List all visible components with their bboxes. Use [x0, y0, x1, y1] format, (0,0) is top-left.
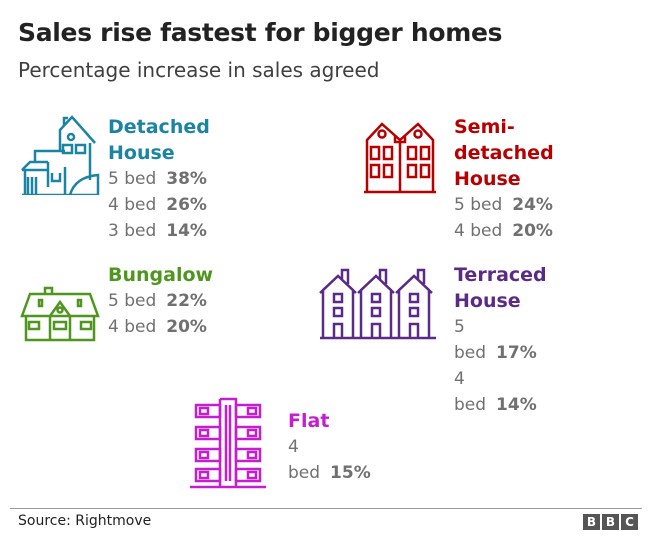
group-name: Flat	[288, 410, 330, 432]
data-row: 4 bed 14%	[454, 369, 537, 415]
data-row: 5 bed 17%	[454, 317, 537, 363]
data-row: 5 bed 22%	[108, 291, 207, 311]
value: 38%	[166, 169, 207, 189]
terraced-house-icon	[319, 268, 436, 340]
data-row: 5 bed 38%	[108, 169, 207, 189]
value: 22%	[166, 291, 207, 311]
bungalow-icon	[20, 286, 100, 342]
value: 24%	[512, 195, 553, 215]
value: 14%	[166, 221, 207, 241]
value: 15%	[330, 463, 371, 483]
data-row: 4 bed 15%	[288, 437, 371, 483]
value: 20%	[166, 317, 207, 337]
detached-house-icon	[21, 115, 100, 195]
page-subtitle: Percentage increase in sales agreed	[18, 58, 380, 82]
value: 14%	[496, 395, 537, 415]
group-name: Bungalow	[108, 264, 214, 286]
data-row: 5 bed 24%	[454, 195, 553, 215]
group-name: Detached House	[108, 116, 210, 164]
page-title: Sales rise fastest for bigger homes	[18, 18, 503, 47]
semi-detached-house-icon	[364, 122, 436, 194]
value: 17%	[496, 343, 537, 363]
group-name-line2: House	[454, 168, 521, 190]
source-note: Source: Rightmove	[18, 513, 152, 529]
value: 20%	[512, 221, 553, 241]
value: 26%	[166, 195, 207, 215]
group-name: Semi-detached	[454, 116, 554, 164]
data-row: 4 bed 26%	[108, 195, 207, 215]
footer-divider	[10, 508, 642, 509]
data-row: 3 bed 14%	[108, 221, 207, 241]
data-row: 4 bed 20%	[454, 221, 553, 241]
data-row: 4 bed 20%	[108, 317, 207, 337]
group-name: Terraced House	[454, 264, 547, 312]
flat-icon	[190, 397, 266, 489]
